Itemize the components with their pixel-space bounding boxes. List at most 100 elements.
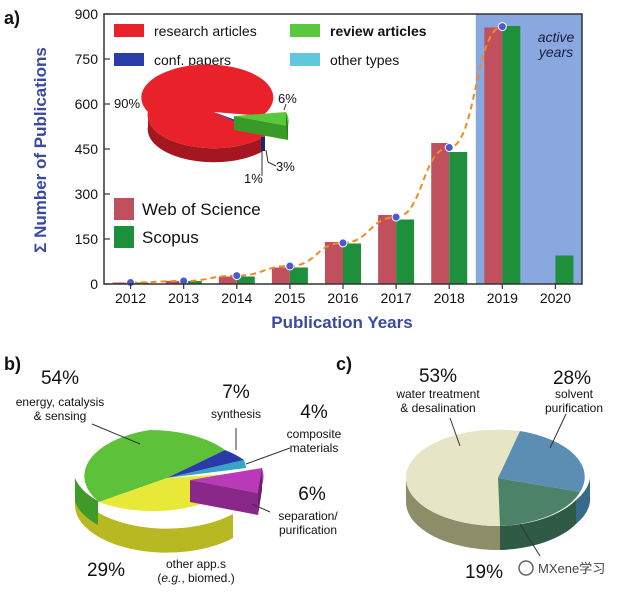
y-ticks-group: 0 150 300 450 600 750 900 xyxy=(75,6,110,292)
x-tick-label-2015: 2015 xyxy=(274,290,305,306)
pie-b-leader-separation xyxy=(251,503,271,513)
pie-c-blue-top xyxy=(498,431,585,492)
bar-scopus-2015 xyxy=(289,267,308,284)
pie-label-7: 7% xyxy=(222,382,250,403)
pie-caption-line: solvent xyxy=(555,387,594,401)
inset-legend-swatch xyxy=(114,53,144,66)
bar-scopus-2020 xyxy=(555,255,574,284)
inset-legend-swatch xyxy=(290,53,320,66)
panel-b-label: b) xyxy=(4,354,21,374)
y-tick-label: 900 xyxy=(75,6,99,22)
inset-legend-label: review articles xyxy=(330,23,427,39)
pie-c-beige-top xyxy=(405,429,520,527)
watermark-logo-icon xyxy=(518,560,534,576)
bar-web-of-science-2014 xyxy=(218,276,237,284)
panel-a-label: a) xyxy=(4,8,20,28)
trend-point-2019 xyxy=(497,22,507,32)
pie-caption-line: other app.s xyxy=(166,557,226,571)
y-tick-label: 0 xyxy=(90,276,98,292)
inset-pie-leader-6 xyxy=(283,103,287,111)
inset-pie-leader-3 xyxy=(265,149,277,167)
x-ticks-group: 2012 2013 2014 2015 2016 2017 2018 2019 2020 xyxy=(115,284,571,306)
x-tick-label-2012: 2012 xyxy=(115,290,146,306)
inset-pie-label-3: 3% xyxy=(276,159,295,174)
pie-c-labels: 53%water treatment& desalination 28%solve… xyxy=(395,366,603,583)
pie-label-6: 6% xyxy=(298,484,326,505)
pie-caption-line: water treatment xyxy=(395,387,480,401)
pie-b-magenta-top xyxy=(190,468,264,493)
pie-caption-line: purification xyxy=(279,523,337,537)
pie-caption-line: synthesis xyxy=(211,407,261,421)
x-tick-label-2013: 2013 xyxy=(168,290,199,306)
y-tick-label: 450 xyxy=(75,141,99,157)
y-tick-label: 600 xyxy=(75,96,99,112)
trend-point-2016 xyxy=(338,238,348,248)
pie-b-cyan-top xyxy=(167,460,246,478)
pie-caption-line: & desalination xyxy=(400,401,475,415)
inset-pie xyxy=(141,64,289,163)
y-axis-label: Σ Number of Publications xyxy=(31,47,50,253)
trend-point-2018 xyxy=(444,143,454,152)
watermark: MXene学习 xyxy=(518,560,605,576)
pie-label-19: 19% xyxy=(465,562,503,583)
pie-caption-line: purification xyxy=(545,401,603,415)
pie-b-leader-energy xyxy=(91,423,141,445)
pie-caption-line: materials xyxy=(290,441,339,455)
pie-label-53: 53% xyxy=(419,366,457,387)
series-legend-swatch xyxy=(114,226,134,248)
x-tick-label-2018: 2018 xyxy=(434,290,465,306)
pie-caption-line: composite xyxy=(287,427,342,441)
series-legend: Web of Science Scopus xyxy=(114,198,261,248)
pie-b-green-side xyxy=(75,478,98,525)
panel-a: a) active years 0 150 300 450 600 750 900 2012… xyxy=(4,6,583,332)
inset-pie-red-side xyxy=(147,112,265,163)
pie-c-leader-19 xyxy=(519,523,541,557)
inset-legend-swatch xyxy=(114,24,144,37)
pie-label-4: 4% xyxy=(300,402,328,423)
y-tick-label: 300 xyxy=(75,186,99,202)
panel-c-label: c) xyxy=(336,354,352,374)
bar-web-of-science-2016 xyxy=(325,242,343,284)
pie-label-29: 29% xyxy=(87,560,125,581)
active-years-label-line2: years xyxy=(538,44,573,60)
bar-scopus-2016 xyxy=(343,243,361,284)
pie-b-labels: 54% energy, catalysis& sensing 7% synthesis… xyxy=(16,368,342,585)
pie-b-magenta-side xyxy=(190,480,258,515)
pie-caption-line: (e.g., biomed.) xyxy=(157,571,234,585)
trend-point-2014 xyxy=(232,271,242,281)
pie-caption-line: separation/ xyxy=(278,509,338,523)
bar-web-of-science-2018 xyxy=(431,143,450,284)
y-tick-label: 150 xyxy=(75,231,99,247)
bar-scopus-2013 xyxy=(183,281,202,284)
inset-pie-label-1: 1% xyxy=(244,171,263,186)
pie-b-green-top xyxy=(84,429,225,502)
inset-pie-label-6: 6% xyxy=(278,91,297,106)
trend-point-2015 xyxy=(285,261,295,271)
pie-c-leader-solvent xyxy=(549,413,567,449)
trend-points-group xyxy=(126,22,507,287)
series-legend-label: Web of Science xyxy=(142,200,261,219)
x-tick-label-2020: 2020 xyxy=(540,290,571,306)
inset-legend-label: other types xyxy=(330,52,399,68)
y-tick-label: 750 xyxy=(75,51,99,67)
pie-label-54: 54% xyxy=(41,368,79,389)
series-legend-swatch xyxy=(114,198,134,220)
panel-c: c) 53%water treatment& desalination 28%so… xyxy=(336,354,603,583)
pie-b-yellow-side xyxy=(74,478,233,553)
pie-caption-line: & sensing xyxy=(34,409,87,423)
pie-b-blue-top xyxy=(167,450,244,478)
bar-scopus-2017 xyxy=(396,219,415,284)
panel-b: b) 54% energy, catalysis& sensing 7% synthe… xyxy=(4,354,342,585)
pie-caption-line: energy, catalysis xyxy=(16,395,104,409)
bar-scopus-2019 xyxy=(502,26,521,284)
pie-label-28: 28% xyxy=(553,368,591,389)
active-years-label-line1: active xyxy=(538,29,575,45)
inset-legend-label: conf. papers xyxy=(154,52,231,68)
bar-web-of-science-2019 xyxy=(484,27,503,284)
inset-legend: research articles review articles conf. pa… xyxy=(114,23,427,68)
x-tick-label-2016: 2016 xyxy=(327,290,358,306)
x-tick-label-2017: 2017 xyxy=(381,290,412,306)
inset-legend-swatch xyxy=(290,24,320,37)
trend-point-2017 xyxy=(391,212,401,222)
